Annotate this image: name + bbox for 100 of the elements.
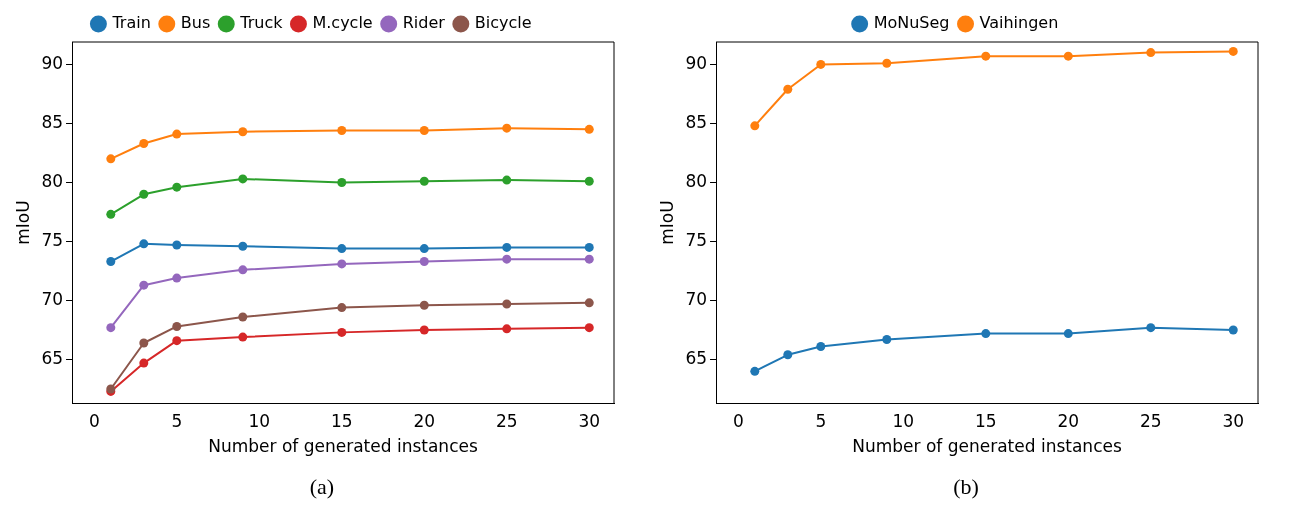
legend-label: Train bbox=[111, 13, 151, 33]
point bbox=[172, 240, 182, 250]
point bbox=[419, 300, 429, 310]
point bbox=[106, 209, 116, 219]
text: (b) bbox=[952, 474, 980, 500]
point bbox=[502, 175, 512, 185]
point bbox=[750, 121, 760, 131]
text: (a) bbox=[308, 474, 336, 500]
x-tick-label: 25 bbox=[495, 410, 518, 431]
point bbox=[106, 257, 116, 267]
legend-label: Bicycle bbox=[474, 13, 532, 33]
point bbox=[139, 189, 149, 199]
point bbox=[238, 174, 248, 184]
point bbox=[584, 124, 594, 134]
point bbox=[337, 303, 347, 313]
point bbox=[1063, 51, 1073, 61]
y-tick-label: 70 bbox=[41, 288, 64, 309]
point bbox=[106, 154, 116, 164]
point bbox=[419, 126, 429, 136]
x-axis-title: Number of generated instances bbox=[852, 436, 1122, 457]
y-tick-label: 75 bbox=[41, 229, 64, 250]
point bbox=[502, 324, 512, 334]
legend-label: Rider bbox=[402, 13, 446, 33]
legend-label: Vaihingen bbox=[979, 13, 1059, 33]
point bbox=[1063, 329, 1073, 339]
point bbox=[584, 298, 594, 308]
point bbox=[419, 244, 429, 254]
point bbox=[337, 327, 347, 337]
point bbox=[882, 58, 892, 68]
point bbox=[172, 336, 182, 346]
point bbox=[502, 242, 512, 252]
point bbox=[1228, 325, 1238, 335]
legend-label: Truck bbox=[239, 13, 284, 33]
x-tick-label: 0 bbox=[88, 410, 100, 431]
point bbox=[139, 139, 149, 149]
point bbox=[981, 329, 991, 339]
y-tick-label: 75 bbox=[685, 229, 708, 250]
x-axis-title: Number of generated instances bbox=[208, 436, 478, 457]
point bbox=[584, 323, 594, 333]
x-tick-label: 10 bbox=[892, 410, 915, 431]
point bbox=[238, 127, 248, 137]
point bbox=[172, 321, 182, 331]
legend-label: MoNuSeg bbox=[873, 13, 950, 33]
point bbox=[419, 325, 429, 335]
y-tick-label: 65 bbox=[41, 347, 64, 368]
point bbox=[238, 241, 248, 251]
y-tick-label: 80 bbox=[685, 170, 708, 191]
point bbox=[584, 176, 594, 186]
y-axis-title: mIoU bbox=[12, 200, 33, 245]
point bbox=[502, 123, 512, 133]
point bbox=[139, 239, 149, 249]
y-axis-title: mIoU bbox=[656, 200, 677, 245]
point bbox=[172, 273, 182, 283]
point bbox=[1146, 323, 1156, 333]
point bbox=[172, 129, 182, 139]
point bbox=[419, 176, 429, 186]
y-tick-label: 85 bbox=[41, 111, 64, 132]
point bbox=[882, 334, 892, 344]
point bbox=[816, 59, 826, 69]
point bbox=[139, 280, 149, 290]
point bbox=[337, 259, 347, 269]
point bbox=[584, 254, 594, 264]
x-tick-label: 30 bbox=[1222, 410, 1245, 431]
y-tick-label: 70 bbox=[685, 288, 708, 309]
point bbox=[139, 338, 149, 348]
point bbox=[502, 299, 512, 309]
point bbox=[981, 51, 991, 61]
y-tick-label: 65 bbox=[685, 347, 708, 368]
point bbox=[419, 257, 429, 267]
y-tick-label: 80 bbox=[41, 170, 64, 191]
x-tick-label: 20 bbox=[1057, 410, 1080, 431]
legend-label: M.cycle bbox=[312, 13, 373, 33]
y-tick-label: 85 bbox=[685, 111, 708, 132]
point bbox=[106, 323, 116, 333]
point bbox=[750, 366, 760, 376]
point bbox=[337, 126, 347, 136]
point bbox=[816, 342, 826, 352]
point bbox=[783, 84, 793, 94]
x-tick-label: 25 bbox=[1139, 410, 1162, 431]
point bbox=[139, 358, 149, 368]
point bbox=[238, 332, 248, 342]
point bbox=[584, 242, 594, 252]
y-tick-label: 90 bbox=[41, 52, 64, 73]
x-tick-label: 5 bbox=[815, 410, 827, 431]
point bbox=[238, 312, 248, 322]
y-tick-label: 90 bbox=[685, 52, 708, 73]
point bbox=[172, 182, 182, 192]
point bbox=[1146, 48, 1156, 58]
point bbox=[502, 254, 512, 264]
x-tick-label: 15 bbox=[330, 410, 353, 431]
x-tick-label: 30 bbox=[578, 410, 601, 431]
point bbox=[337, 244, 347, 254]
x-tick-label: 15 bbox=[974, 410, 997, 431]
point bbox=[337, 177, 347, 187]
x-tick-label: 5 bbox=[171, 410, 183, 431]
point bbox=[783, 350, 793, 360]
x-tick-label: 0 bbox=[732, 410, 744, 431]
x-tick-label: 10 bbox=[248, 410, 271, 431]
point bbox=[238, 265, 248, 275]
x-tick-label: 20 bbox=[413, 410, 436, 431]
